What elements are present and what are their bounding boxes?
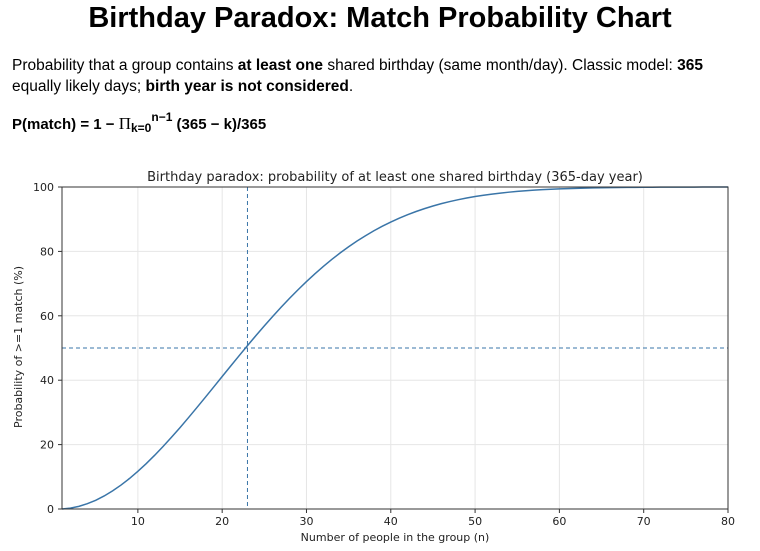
x-axis-label: Number of people in the group (n) xyxy=(301,531,490,544)
x-tick-label: 30 xyxy=(299,515,313,528)
formula-product-symbol: Π xyxy=(118,114,131,133)
chart-title: Birthday paradox: probability of at leas… xyxy=(147,170,643,185)
x-tick-label: 60 xyxy=(552,515,566,528)
page-title: Birthday Paradox: Match Probability Char… xyxy=(88,2,672,34)
x-tick-label: 10 xyxy=(131,515,145,528)
formula-superscript: n−1 xyxy=(151,110,173,124)
y-axis-label: Probability of >=1 match (%) xyxy=(12,266,25,428)
description-bold-1: at least one xyxy=(237,57,324,74)
x-tick-label: 80 xyxy=(721,515,735,528)
x-tick-label: 40 xyxy=(384,515,398,528)
formula-subscript: k=0 xyxy=(131,121,152,135)
x-tick-label: 50 xyxy=(468,515,482,528)
birthday-paradox-chart: Birthday paradox: probability of at leas… xyxy=(12,170,735,544)
probability-formula: P(match) = 1 − Πk=0n−1 (365 − k)/365 xyxy=(12,110,267,135)
y-tick-label: 100 xyxy=(33,181,54,194)
y-tick-label: 80 xyxy=(40,245,54,258)
x-tick-label: 20 xyxy=(215,515,229,528)
description-bold-3: birth year is not considered xyxy=(145,78,349,95)
axis-ticks: 10 20 30 40 50 60 70 80 0 20 40 60 80 100 xyxy=(33,181,735,528)
probability-curve xyxy=(61,186,729,510)
description-text-2: shared birthday (same month/day). Classi… xyxy=(323,57,678,74)
reference-lines xyxy=(62,187,728,509)
formula-rhs: (365 − k)/365 xyxy=(172,116,267,133)
description-text-4: . xyxy=(348,78,354,95)
description-bold-2: 365 xyxy=(677,57,703,74)
description: Probability that a group contains at lea… xyxy=(12,55,752,97)
description-text-3: equally likely days; xyxy=(12,78,146,95)
y-tick-label: 60 xyxy=(40,310,54,323)
y-tick-label: 40 xyxy=(40,374,54,387)
y-tick-label: 0 xyxy=(47,503,54,516)
description-text-1: Probability that a group contains xyxy=(12,57,238,74)
plot-frame xyxy=(61,186,729,510)
y-tick-label: 20 xyxy=(40,439,54,452)
x-tick-label: 70 xyxy=(637,515,651,528)
formula-lhs: P(match) = 1 − xyxy=(12,116,119,133)
